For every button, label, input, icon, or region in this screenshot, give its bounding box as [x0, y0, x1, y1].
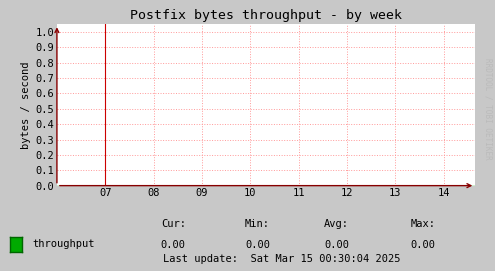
Title: Postfix bytes throughput - by week: Postfix bytes throughput - by week	[130, 9, 402, 22]
Text: 0.00: 0.00	[411, 240, 436, 250]
Text: 0.00: 0.00	[245, 240, 270, 250]
Text: Cur:: Cur:	[161, 219, 186, 228]
Text: 0.00: 0.00	[324, 240, 349, 250]
Text: throughput: throughput	[32, 239, 95, 249]
Text: Min:: Min:	[245, 219, 270, 228]
Text: Max:: Max:	[411, 219, 436, 228]
Text: Avg:: Avg:	[324, 219, 349, 228]
Text: 0.00: 0.00	[161, 240, 186, 250]
Y-axis label: bytes / second: bytes / second	[21, 61, 31, 149]
Text: Last update:  Sat Mar 15 00:30:04 2025: Last update: Sat Mar 15 00:30:04 2025	[163, 254, 401, 264]
Text: RRDTOOL / TOBI OETIKER: RRDTOOL / TOBI OETIKER	[484, 57, 493, 159]
